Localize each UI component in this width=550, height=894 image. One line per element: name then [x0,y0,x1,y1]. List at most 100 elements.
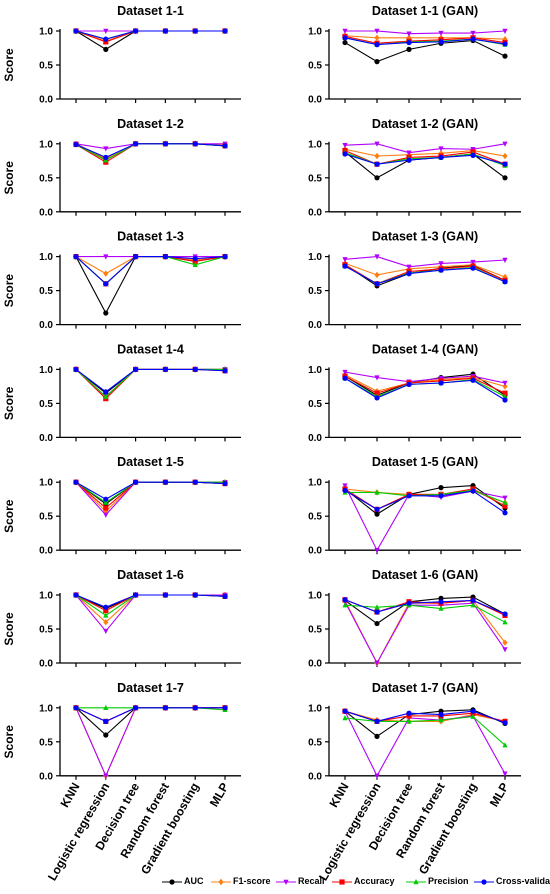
data-point [73,479,79,485]
y-tick-label: 1.0 [39,591,53,602]
y-axis-label: Score [2,499,16,533]
series-line [75,707,225,736]
data-point [438,485,444,491]
data-point [103,146,109,152]
y-tick-label: 0.5 [308,625,322,636]
subplot: Dataset 1-3 Score 0.0 0.5 1.0 [2,230,241,331]
subplot: Dataset 1-3 (GAN) 0.0 0.5 1.0 [308,230,521,331]
data-point [374,271,380,279]
legend-label: Recall [298,876,325,886]
legend-swatch [162,879,182,885]
data-point [103,270,109,277]
data-point [374,548,380,554]
data-point [192,258,198,264]
y-tick-label: 0.0 [308,771,322,782]
data-point [342,257,348,263]
data-point [502,257,508,263]
data-point [502,28,508,34]
data-point [162,141,168,147]
legend-item: AUC [162,876,204,887]
y-tick-label: 1.0 [308,591,322,602]
data-point [103,505,109,511]
series-line [75,481,225,504]
legend-swatch [276,879,296,885]
legend-item: Accuracy [332,876,395,887]
y-tick-label: 0.5 [308,61,322,72]
data-point [502,720,508,726]
data-point [73,28,79,34]
series-line [345,30,506,35]
subplot: Dataset 1-6 (GAN) 0.0 0.5 1.0 [308,568,521,670]
data-point [502,397,508,403]
data-point [162,28,168,34]
data-point [502,611,508,617]
data-point [502,141,508,147]
series-line [75,594,225,623]
data-point [192,28,198,34]
data-point [103,732,109,738]
data-point [406,710,412,716]
y-tick-label: 0.5 [308,399,322,410]
series-line [344,151,506,179]
data-point [438,146,444,152]
data-point [162,705,168,711]
series-line [344,709,506,738]
data-point [406,493,412,499]
series-line [344,143,506,154]
subplot-title: Dataset 1-3 (GAN) [372,230,478,244]
data-point [406,600,412,606]
data-point [470,488,476,494]
data-point [192,366,198,372]
series-line [75,143,226,161]
data-point [133,366,139,372]
data-point [470,377,476,383]
legend-marker [339,879,345,885]
series-line [75,594,226,608]
data-point [342,483,348,489]
subplot-title: Dataset 1-7 [117,681,184,695]
data-point [374,152,380,160]
data-point [133,705,139,711]
series-line [344,716,506,746]
data-point [374,141,380,147]
y-tick-label: 0.0 [39,320,53,331]
subplot-title: Dataset 1-5 [117,455,184,469]
y-tick-label: 1.0 [39,365,53,376]
data-point [470,152,476,158]
series-line [75,30,225,40]
series-line [75,594,226,612]
series-line [344,374,506,392]
data-point [502,380,508,386]
y-tick-label: 0.0 [39,207,53,218]
series-line [344,710,506,722]
data-point [103,499,109,505]
data-point [502,393,508,399]
data-point [103,628,109,635]
data-point [103,389,109,395]
y-tick-label: 1.0 [39,478,53,489]
series-line [344,601,506,665]
series-line [344,485,506,515]
series-line [344,148,506,157]
data-point [103,704,109,710]
subplot-title: Dataset 1-4 [117,342,184,356]
data-point [374,161,380,167]
subplot-title: Dataset 1-6 (GAN) [372,568,478,582]
series-line [344,262,506,278]
data-point [406,381,412,387]
data-point [222,28,228,34]
data-point [374,34,380,41]
series-line [75,594,225,632]
series-line [75,256,226,285]
data-point [470,265,476,271]
data-point [502,175,508,181]
data-point [222,593,228,599]
data-point [342,708,348,714]
data-point [406,150,412,156]
series-line [344,604,506,623]
data-point [502,619,508,625]
subplot-title: Dataset 1-5 (GAN) [372,455,478,469]
